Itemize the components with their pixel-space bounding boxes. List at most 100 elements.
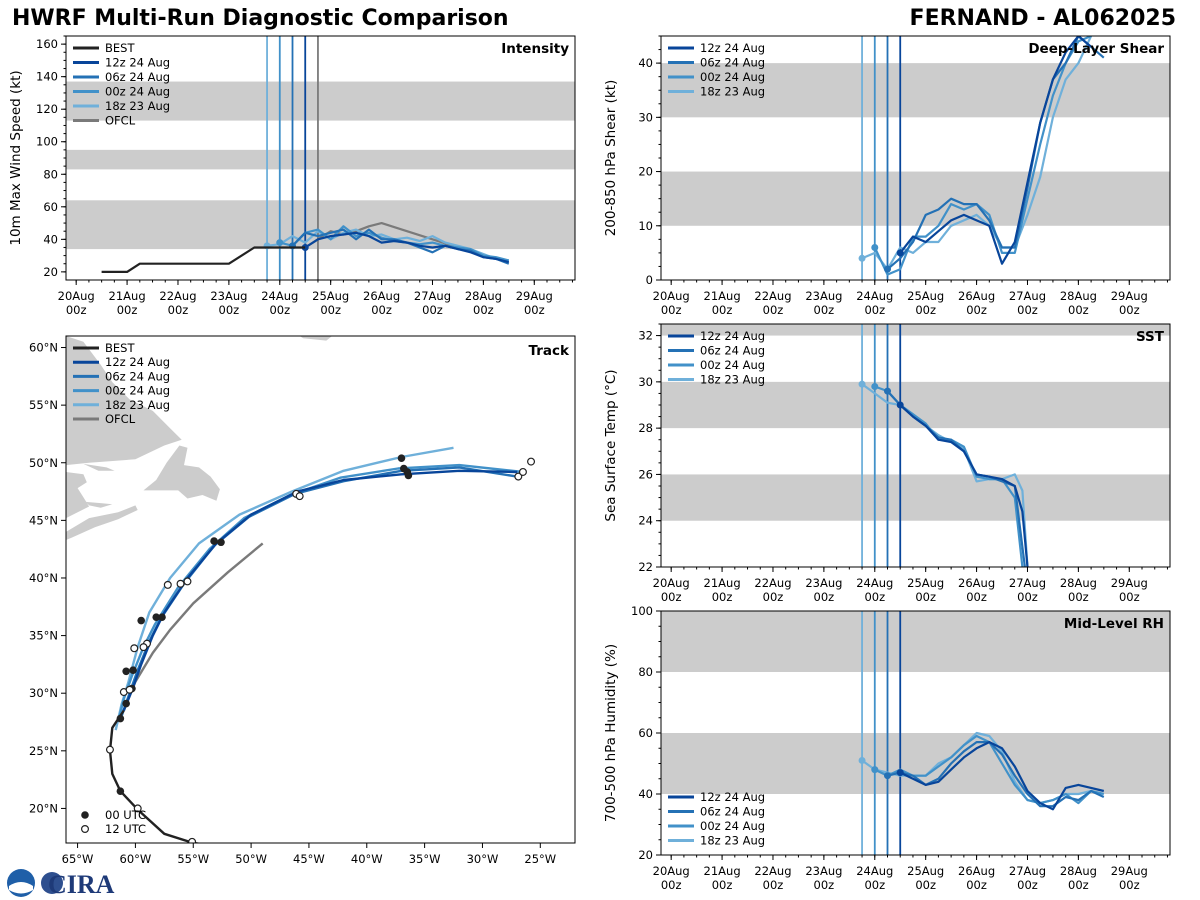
x-tick-label: 00z [1017, 303, 1038, 317]
y-axis-label: 200-850 hPa Shear (kt) [603, 80, 619, 237]
y-tick-label: 160 [36, 37, 58, 51]
series-group [858, 731, 1105, 811]
x-tick-label: 21Aug [704, 864, 741, 878]
legend-label: BEST [105, 341, 135, 355]
panel-title: Track [529, 343, 570, 359]
x-tick-label: 00z [320, 303, 341, 317]
x-tick-label: 00z [1017, 590, 1038, 604]
y-tick-label: 20 [43, 265, 58, 279]
panel-track: 65°W 60°W 55°W 50°W 45°W 40°W 35°W 30°W 25°W 20°N… [29, 335, 576, 866]
y-axis-label: 10m Max Wind Speed (kt) [8, 70, 24, 245]
x-tick-label: 00z [814, 590, 835, 604]
y-tick-label: 20 [638, 165, 653, 179]
land-nova-scotia [66, 505, 138, 540]
land-gaspe [66, 472, 90, 519]
category-bands [661, 611, 1170, 794]
x-tick-label: 25Aug [907, 576, 944, 590]
series-group [858, 380, 1029, 567]
series-line [886, 36, 1105, 271]
series-group [101, 222, 510, 273]
marker-00utc [116, 787, 125, 795]
marker-12utc [105, 745, 114, 754]
lon-tick-label: 65°W [62, 852, 94, 866]
marker-00utc [122, 699, 130, 708]
x-tick-label: 00z [814, 303, 835, 317]
x-tick-label: 00z [422, 303, 443, 317]
x-tick-label: 00z [763, 878, 784, 892]
series-line [304, 231, 510, 264]
page-title: HWRF Multi-Run Diagnostic Comparison [12, 6, 509, 31]
lat-tick-label: 20°N [29, 801, 58, 815]
map-frame [65, 335, 576, 844]
series-start-point [884, 387, 892, 395]
x-tick-label: 22Aug [159, 289, 196, 303]
x-tick-label: 00z [1068, 590, 1089, 604]
marker-12utc [163, 580, 172, 589]
marker-12utc [133, 804, 142, 813]
lon-tick-label: 25°W [524, 852, 556, 866]
category-band [661, 733, 1170, 794]
legend-label: OFCL [105, 412, 136, 426]
x-tick-label: 28Aug [1060, 864, 1097, 878]
marker-00utc [397, 454, 406, 462]
y-axis-label: Sea Surface Temp (°C) [603, 369, 619, 521]
legend-label: 06z 24 Aug [105, 70, 170, 84]
y-tick-label: 28 [638, 421, 653, 435]
marker-00utc [137, 616, 145, 625]
x-tick-label: 00z [915, 303, 936, 317]
x-tick-label: 20Aug [653, 576, 690, 590]
y-tick-label: 80 [43, 167, 58, 181]
legend-label: 18z 23 Aug [700, 834, 765, 848]
series-start-point [896, 249, 904, 257]
y-tick-label: 24 [638, 514, 653, 528]
land-anticosti [83, 463, 115, 471]
x-tick-label: 26Aug [958, 576, 995, 590]
x-tick-label: 00z [915, 878, 936, 892]
y-tick-label: 20 [638, 848, 653, 862]
series-line [861, 36, 1093, 271]
legend-label: 00 UTC [105, 808, 146, 822]
x-tick-label: 25Aug [907, 289, 944, 303]
land-pei [85, 501, 113, 508]
legend-label: 12z 24 Aug [700, 41, 765, 55]
y-tick-label: 40 [638, 787, 653, 801]
y-tick-label: 100 [36, 135, 58, 149]
y-tick-label: 26 [638, 467, 653, 481]
x-tick-label: 23Aug [805, 864, 842, 878]
legend-label: 12z 24 Aug [105, 355, 170, 369]
y-tick-label: 30 [638, 375, 653, 389]
lat-tick-label: 40°N [29, 571, 58, 585]
x-tick-label: 29Aug [1111, 289, 1148, 303]
x-tick-label: 22Aug [754, 289, 791, 303]
marker-00utc [152, 613, 161, 621]
x-tick-label: 28Aug [465, 289, 502, 303]
y-tick-label: 10 [638, 219, 653, 233]
lon-tick-label: 55°W [177, 852, 209, 866]
lat-tick-label: 45°N [29, 513, 58, 527]
y-tick-label: 60 [638, 726, 653, 740]
x-tick-label: 24Aug [856, 864, 893, 878]
land-labrador [66, 336, 182, 466]
legend-label: 18z 23 Aug [700, 373, 765, 387]
x-tick-label: 00z [269, 303, 290, 317]
legend-label: 00z 24 Aug [105, 384, 170, 398]
category-band [661, 324, 1170, 336]
panel-intensity: 2040608010012014016020Aug00z21Aug00z22Au… [8, 35, 576, 317]
legend-label: 00z 24 Aug [700, 819, 765, 833]
x-tick-label: 00z [661, 590, 682, 604]
panel-title: Intensity [501, 41, 569, 57]
lon-tick-label: 45°W [293, 852, 325, 866]
plot-frame [660, 323, 1171, 568]
category-bands [661, 324, 1170, 521]
series-line [899, 740, 1105, 811]
x-tick-label: 27Aug [1009, 864, 1046, 878]
y-tick-label: 140 [36, 70, 58, 84]
series-start-point [871, 382, 879, 390]
x-tick-label: 00z [1068, 878, 1089, 892]
x-tick-label: 00z [219, 303, 240, 317]
marker-00utc [404, 471, 413, 480]
series-start-point [896, 769, 904, 777]
category-bands [66, 81, 575, 250]
x-tick-label: 00z [864, 303, 885, 317]
